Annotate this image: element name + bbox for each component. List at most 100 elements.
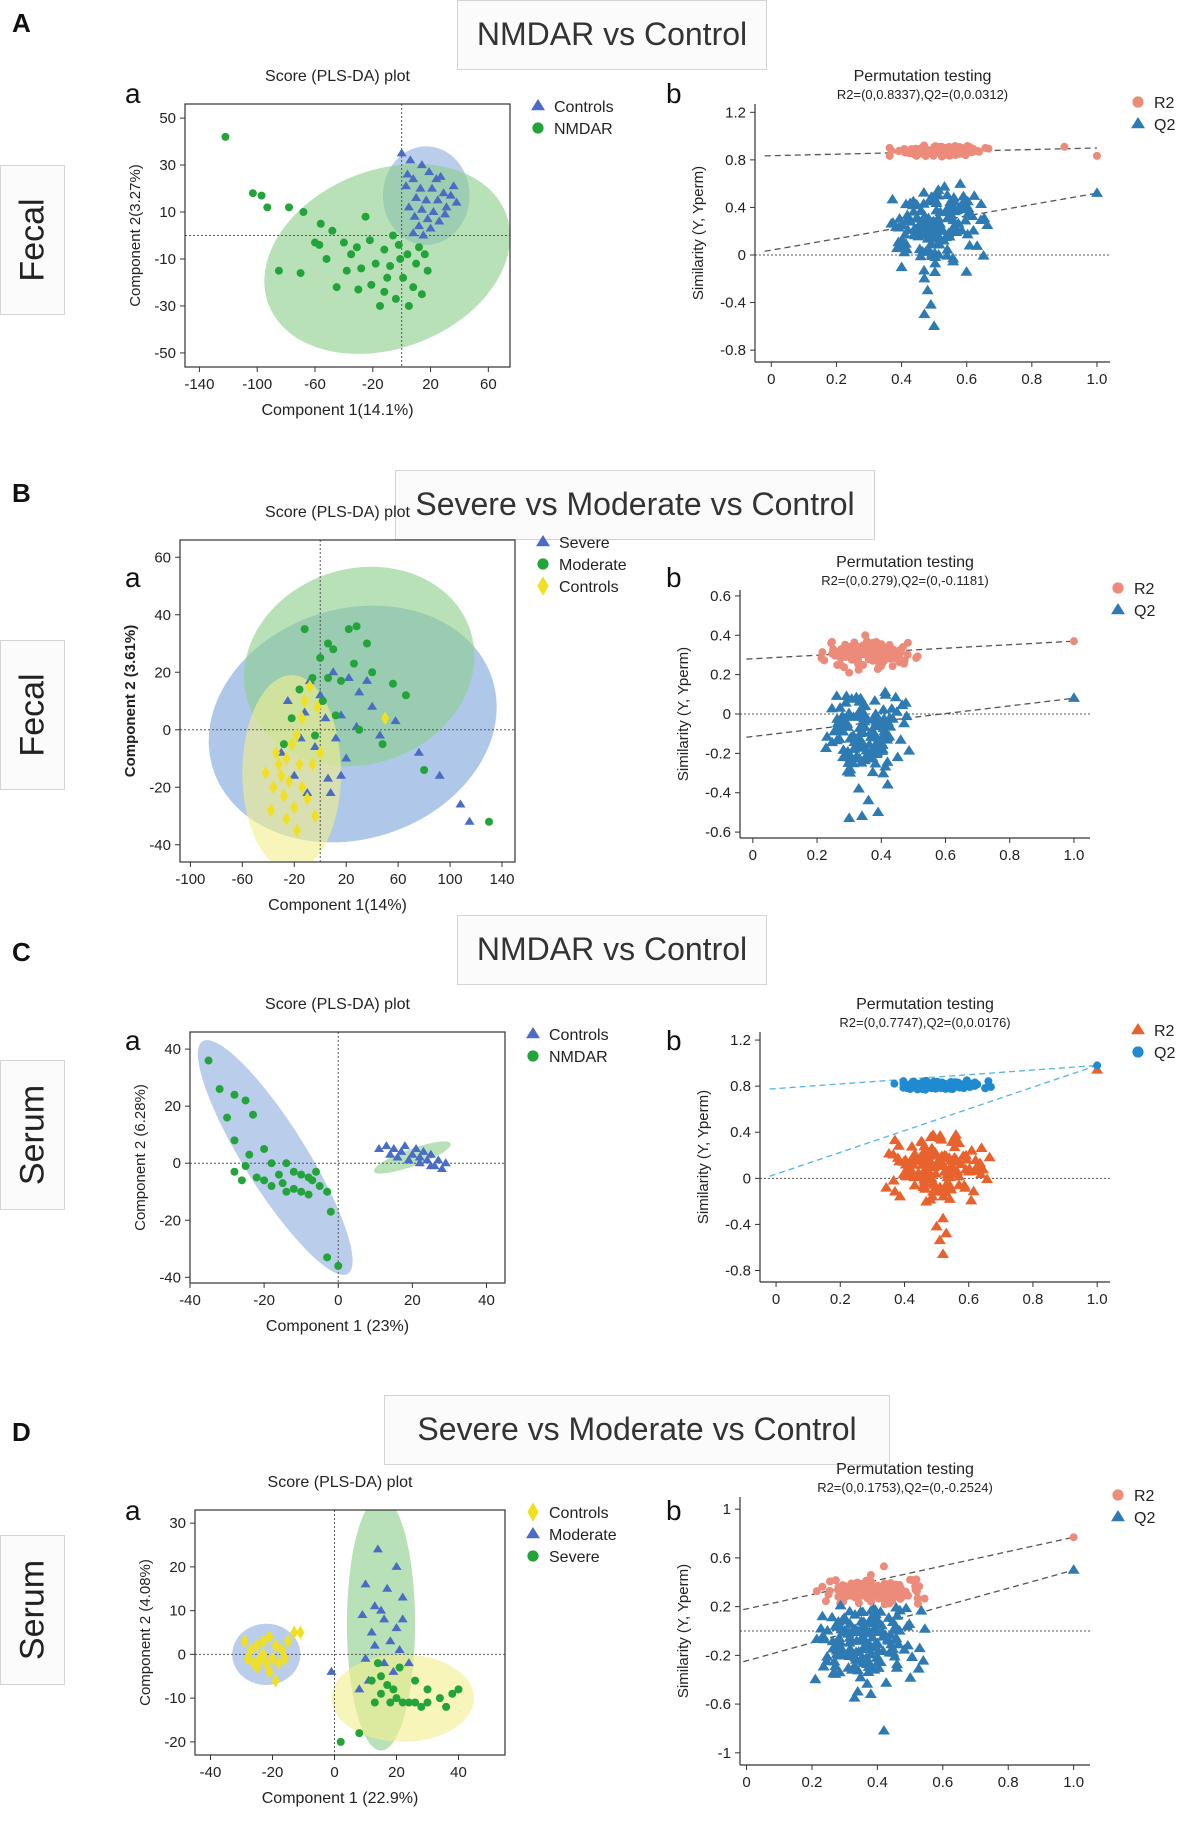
permutation-point-r2 [925,1157,938,1168]
data-point-nmdar [352,243,361,252]
permutation-point-q2 [977,249,990,260]
y-axis-label: Similarity (Y, Yperm) [695,1090,712,1224]
chart-title: Score (PLS-DA) plot [265,996,410,1013]
permutation-point-r2 [885,1583,894,1592]
permutation-point-q2 [913,1642,926,1653]
permutation-point-r2 [834,1583,843,1592]
permutation-point-q2 [842,707,855,718]
permutation-point-q2 [901,1620,914,1631]
permutation-point-r2 [900,656,909,665]
permutation-point-q2 [855,706,868,716]
permutation-point-q2 [817,1660,830,1671]
data-point-severe [423,1685,432,1694]
permutation-point-r2 [953,1179,966,1189]
data-point-moderate [391,1561,402,1570]
data-point-moderate [279,740,288,749]
data-point-nmdar [386,262,395,271]
legend-label-nmdar: NMDAR [554,121,613,138]
data-point-nmdar [339,238,348,247]
data-point-severe [374,730,385,739]
permutation-point-r2 [958,149,967,158]
chart-subtitle: R2=(0,0.7747),Q2=(0,0.0176) [839,1015,1010,1030]
legend-marker-severe [527,1550,539,1562]
x-tick-label: 0 [742,1774,750,1791]
permutation-point-r2 [937,1248,950,1258]
permutation-point-q2 [921,284,934,295]
data-point-controls [425,223,436,232]
data-point-controls [414,1152,425,1161]
data-point-controls [408,174,419,183]
legend-label-moderate: Moderate [559,557,627,574]
data-point-severe [315,690,326,699]
data-point-controls [428,207,439,216]
permutation-point-r2 [887,1174,900,1185]
permutation-point-r2 [887,146,896,155]
permutation-point-q2 [894,734,907,744]
data-point-moderate [397,1614,408,1623]
permutation-point-r2 [924,1131,937,1142]
data-point-nmdar [399,273,408,282]
permutation-point-r2 [917,1171,930,1181]
data-point-moderate [300,625,309,634]
legend-label-controls: Controls [559,579,619,596]
data-point-controls [265,1629,274,1644]
data-point-severe [373,1659,382,1668]
data-point-moderate [360,1653,371,1662]
permutation-point-r2 [818,1582,827,1591]
permutation-point-q2 [843,1637,856,1647]
data-point-severe [370,1698,379,1707]
permutation-point-q2 [915,1605,928,1615]
data-point-severe [289,770,300,779]
data-point-severe [367,1676,376,1685]
permutation-point-q2 [835,1623,848,1634]
data-point-nmdar [380,245,389,254]
permutation-point-q2 [912,1662,925,1673]
permutation-point-q2 [877,767,890,778]
permutation-point-q2 [944,201,957,212]
perm-plot-letter: b [666,78,682,109]
permutation-point-q2 [904,1672,917,1682]
data-point-moderate [366,1627,377,1636]
data-point-moderate [420,766,429,774]
permutation-point-q2 [869,757,882,768]
data-point-controls [433,1155,444,1164]
score-plot: Score (PLS-DA) plot -40 -20 0 20 40 30 20 10 0 -10… [137,1474,617,1807]
permutation-point-q2 [837,744,850,754]
data-point-controls [432,195,443,204]
permutation-point-q2 [900,1602,913,1613]
permutation-point-q2 [947,255,960,266]
y-axis-label: Similarity (Y, Yperm) [675,647,692,781]
x-tick-label: 1.0 [1063,1774,1084,1791]
permutation-point-q2 [849,1623,862,1634]
score-plot-letter: a [125,78,141,109]
data-point-nmdar [260,1176,269,1185]
permutation-point-r2 [851,641,860,650]
x-tick-label: -20 [253,1292,275,1309]
data-point-controls [441,202,452,211]
panel-letter: C [12,937,31,967]
x-tick-label: 0.6 [958,1291,979,1308]
x-tick-label: 0.4 [894,1291,915,1308]
permutation-point-r2 [894,652,903,661]
score-plot-letter: a [125,1025,141,1056]
x-tick-label: 0.6 [935,847,956,864]
permutation-point-q2 [901,209,914,220]
y-tick-label: -10 [164,1690,186,1707]
data-point-moderate [378,740,387,749]
x-tick-label: 0.2 [830,1291,851,1308]
x-tick-label: -20 [283,871,305,888]
data-point-controls [427,183,437,192]
permutation-point-q2 [890,1079,899,1088]
chart-title: Permutation testing [856,996,994,1013]
perm-plot-letter: b [666,1025,682,1056]
permutation-point-q2 [957,190,970,201]
permutation-point-q2 [869,708,882,719]
permutation-point-q2 [869,1604,882,1614]
permutation-point-q2 [941,189,954,199]
data-point-controls [272,745,281,760]
data-point-moderate [369,1640,380,1649]
permutation-point-q2 [934,1078,943,1087]
permutation-point-r2 [818,648,827,657]
permutation-point-q2 [961,228,974,239]
x-tick-label: -100 [242,376,272,393]
